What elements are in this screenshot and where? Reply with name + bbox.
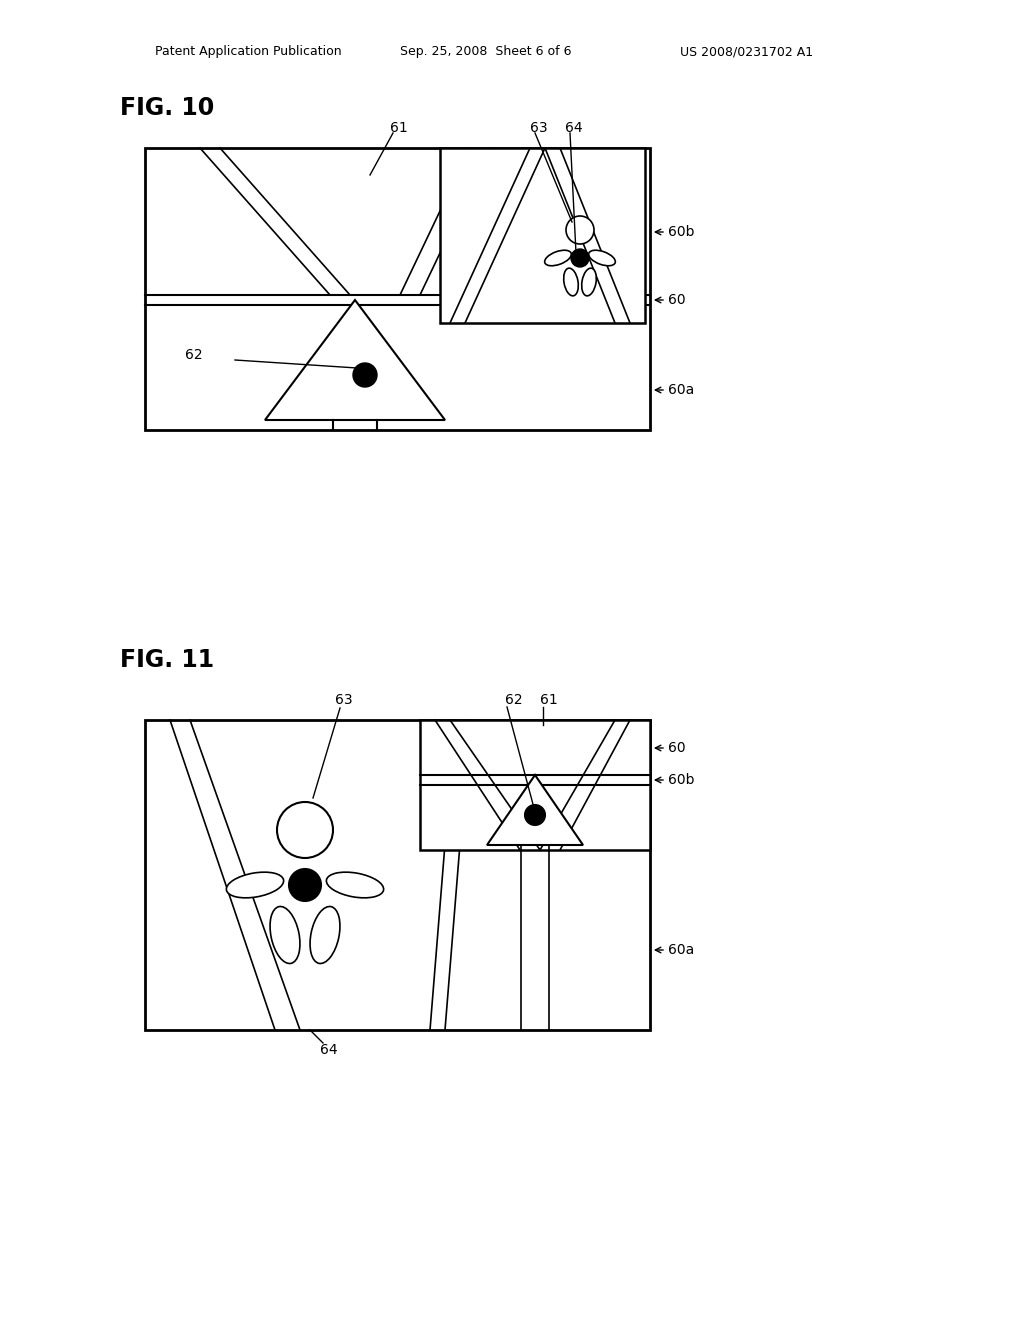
Circle shape [353, 363, 377, 387]
Text: 64: 64 [319, 1043, 338, 1057]
Ellipse shape [270, 907, 300, 964]
Text: Sep. 25, 2008  Sheet 6 of 6: Sep. 25, 2008 Sheet 6 of 6 [400, 45, 571, 58]
Ellipse shape [327, 873, 384, 898]
Text: 60a: 60a [668, 383, 694, 397]
Bar [420, 719, 650, 850]
Text: 60b: 60b [668, 774, 694, 787]
Circle shape [525, 805, 545, 825]
Text: 61: 61 [390, 121, 408, 135]
Text: 60: 60 [668, 293, 686, 308]
Text: 61: 61 [540, 693, 558, 708]
Text: 60a: 60a [668, 942, 694, 957]
Bar [145, 719, 650, 1030]
Bar [440, 148, 645, 323]
Ellipse shape [582, 268, 596, 296]
Ellipse shape [589, 251, 615, 265]
Text: 60: 60 [668, 741, 686, 755]
Circle shape [278, 803, 333, 858]
Text: Patent Application Publication: Patent Application Publication [155, 45, 342, 58]
Circle shape [571, 249, 589, 267]
Text: US 2008/0231702 A1: US 2008/0231702 A1 [680, 45, 813, 58]
Text: FIG. 10: FIG. 10 [120, 96, 214, 120]
Text: 63: 63 [335, 693, 352, 708]
Text: 60b: 60b [668, 224, 694, 239]
Polygon shape [487, 775, 583, 845]
Text: 64: 64 [565, 121, 583, 135]
Ellipse shape [310, 907, 340, 964]
Text: 62: 62 [185, 348, 203, 362]
Text: 62: 62 [505, 693, 522, 708]
Ellipse shape [563, 268, 579, 296]
Text: FIG. 11: FIG. 11 [120, 648, 214, 672]
Text: 63: 63 [530, 121, 548, 135]
Ellipse shape [545, 251, 571, 265]
Bar [145, 148, 650, 430]
Circle shape [289, 869, 321, 902]
Polygon shape [265, 300, 445, 420]
Ellipse shape [226, 873, 284, 898]
Circle shape [566, 216, 594, 244]
